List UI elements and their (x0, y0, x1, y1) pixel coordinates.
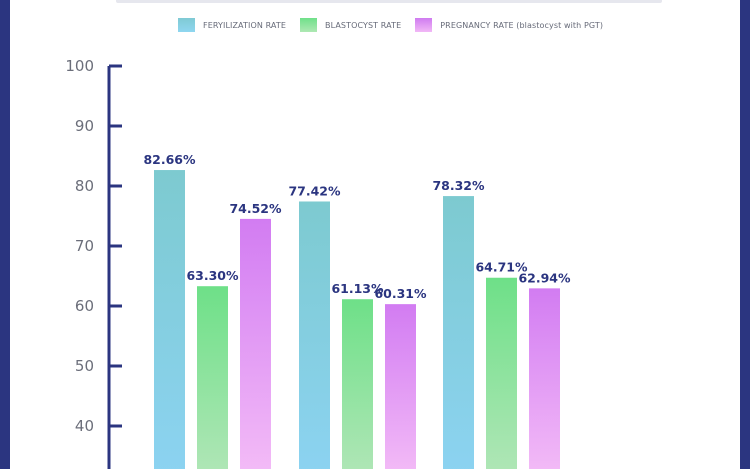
bar-pregnancy (385, 304, 416, 469)
y-tick-label: 50 (75, 357, 94, 375)
y-tick-label: 60 (75, 297, 94, 315)
data-label: 82.66% (143, 152, 196, 167)
data-label: 78.32% (432, 178, 485, 193)
legend-label-pregnancy: PREGNANCY RATE (blastocyst with PGT) (440, 20, 604, 30)
legend-item-blastocyst: BLASTOCYST RATE (300, 18, 401, 32)
data-label: 60.31% (374, 286, 427, 301)
data-label: 77.42% (288, 183, 341, 198)
legend-label-blastocyst: BLASTOCYST RATE (325, 20, 402, 30)
data-label: 64.71% (475, 260, 528, 275)
chart-legend: FERYILIZATION RATE BLASTOCYST RATE PREGN… (178, 18, 617, 32)
bar-fertilization (299, 201, 330, 469)
bar-blastocyst (342, 299, 373, 469)
data-label: 62.94% (518, 270, 571, 285)
top-divider (116, 0, 662, 3)
bar-pregnancy (240, 218, 271, 469)
legend-swatch-pregnancy (415, 18, 433, 32)
y-tick-label: 80 (75, 177, 94, 195)
legend-item-fertilization: FERYILIZATION RATE (178, 18, 286, 32)
legend-label-fertilization: FERYILIZATION RATE (203, 20, 286, 30)
y-tick-label: 70 (75, 237, 94, 255)
data-label: 63.30% (186, 268, 239, 283)
bar-blastocyst (197, 286, 228, 469)
bar-fertilization (154, 170, 185, 469)
data-label: 74.52% (229, 201, 282, 216)
y-tick-label: 100 (65, 57, 94, 75)
legend-item-pregnancy: PREGNANCY RATE (blastocyst with PGT) (415, 18, 603, 32)
bar-blastocyst (486, 277, 517, 469)
bar-chart: 100 90 80 70 60 50 40 82.66% 77.42% 78.32% 63.30% 6… (65, 57, 571, 469)
y-tick-label: 90 (75, 117, 94, 135)
y-tick-label: 40 (75, 417, 94, 435)
legend-swatch-blastocyst (300, 18, 317, 32)
legend-swatch-fertilization (178, 18, 195, 32)
data-label: 61.13% (331, 281, 384, 296)
bar-fertilization (443, 196, 474, 469)
bar-pregnancy (529, 288, 560, 469)
chart-card: FERYILIZATION RATE BLASTOCYST RATE PREGN… (10, 0, 740, 469)
